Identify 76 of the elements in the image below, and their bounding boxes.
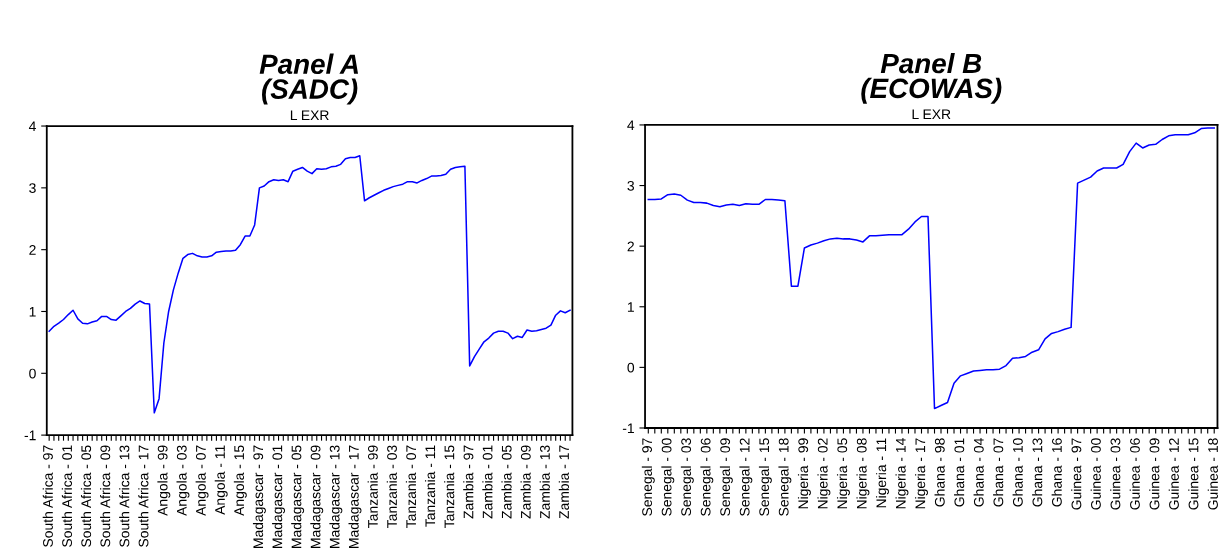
chart-title: Panel A (SADC) (259, 53, 359, 105)
x-tick-label: Guinea - 97 (1071, 438, 1082, 510)
x-tick-label: Tanzania - 99 (367, 445, 378, 528)
x-tick-label: Angola - 07 (195, 445, 209, 516)
x-tick-label: Zambia - 01 (482, 445, 493, 519)
x-tick-label: Angola - 03 (176, 445, 190, 516)
x-tick-label: Nigeria - 17 (915, 438, 928, 509)
x-tick-label: Madagascar - 17 (348, 445, 362, 548)
x-tick-label: Angola - 11 (214, 445, 228, 515)
x-tick-label: Senegal - 09 (719, 438, 733, 516)
chart-subtitle: L EXR (290, 110, 329, 121)
x-tick-label: South Africa - 13 (119, 445, 130, 547)
x-tick-label: Ghana - 10 (1012, 438, 1023, 507)
x-tick-label: Tanzania - 15 (444, 445, 455, 528)
x-tick-label: Ghana - 04 (973, 438, 984, 507)
x-tick-label: Senegal - 15 (758, 438, 772, 516)
x-tick-label: Senegal - 97 (641, 438, 655, 516)
x-tick-label: Guinea - 15 (1188, 438, 1199, 510)
y-tick-label: -1 (24, 430, 36, 441)
x-tick-label: Nigeria - 14 (895, 438, 909, 509)
x-tick-label: Tanzania - 07 (405, 445, 417, 528)
x-tick-label: South Africa - 17 (138, 445, 149, 547)
x-tick-label: Ghana - 16 (1051, 438, 1062, 507)
x-tick-label: Ghana - 98 (934, 438, 945, 507)
x-tick-label: Angola - 15 (233, 445, 247, 516)
y-tick-label: 1 (29, 306, 36, 317)
y-tick-label: 4 (627, 120, 635, 130)
x-tick-label: Guinea - 18 (1207, 438, 1218, 510)
x-tick-label: South Africa - 09 (100, 445, 111, 547)
y-tick-label: 0 (627, 362, 635, 373)
x-tick-label: Senegal - 00 (661, 438, 675, 516)
x-tick-label: Senegal - 03 (680, 438, 694, 516)
line-series (48, 154, 571, 414)
y-tick-label: 4 (28, 121, 36, 132)
x-tick-label: Madagascar - 05 (291, 445, 305, 548)
y-tick-label: 0 (29, 368, 36, 379)
y-tick-label: 3 (627, 180, 635, 191)
x-tick-label: Guinea - 06 (1129, 438, 1140, 510)
x-tick-label: Ghana - 13 (1032, 438, 1043, 507)
chart-title: Panel B (ECOWAS) (861, 52, 1002, 104)
x-tick-label: Nigeria - 08 (856, 438, 870, 509)
x-tick-label: Senegal - 12 (739, 438, 753, 516)
x-tick-label: Guinea - 09 (1149, 438, 1160, 510)
x-tick-label: South Africa - 01 (61, 445, 73, 547)
line-series (647, 127, 1215, 410)
x-tick-label: South Africa - 97 (42, 445, 53, 547)
x-tick-label: Nigeria - 02 (817, 438, 831, 509)
x-tick-label: Zambia - 09 (520, 445, 531, 519)
x-tick-label: Zambia - 05 (501, 445, 512, 519)
x-tick-label: Zambia - 13 (539, 445, 550, 519)
x-tick-label: Tanzania - 03 (386, 445, 397, 528)
chart-subtitle: L EXR (912, 109, 951, 120)
x-tick-label: Madagascar - 13 (329, 445, 343, 548)
x-tick-label: South Africa - 05 (80, 445, 92, 547)
y-tick-label: 2 (29, 245, 36, 255)
x-tick-label: Senegal - 06 (700, 438, 714, 516)
x-tick-label: Angola - 99 (157, 445, 171, 516)
x-tick-label: Madagascar - 09 (310, 445, 324, 548)
x-tick-label: Ghana - 07 (993, 438, 1004, 507)
x-tick-label: Zambia - 97 (463, 445, 474, 519)
x-tick-label: Guinea - 03 (1110, 438, 1121, 510)
x-tick-label: Madagascar - 97 (252, 445, 266, 548)
y-tick-label: 1 (627, 302, 634, 312)
x-tick-label: Guinea - 12 (1168, 438, 1179, 510)
x-tick-label: Ghana - 01 (954, 438, 965, 507)
x-tick-label: Senegal - 18 (778, 438, 792, 516)
x-tick-label: Guinea - 00 (1090, 438, 1101, 510)
x-tick-label: Madagascar - 01 (272, 445, 286, 548)
y-tick-label: -1 (622, 423, 634, 434)
x-tick-label: Nigeria - 05 (836, 438, 850, 509)
x-tick-label: Tanzania - 11 (424, 445, 436, 527)
x-tick-label: Nigeria - 99 (797, 438, 811, 509)
y-tick-label: 2 (627, 241, 634, 252)
y-tick-label: 3 (29, 183, 36, 194)
x-tick-label: Nigeria - 11 (875, 438, 889, 508)
x-tick-label: Zambia - 17 (558, 445, 569, 519)
